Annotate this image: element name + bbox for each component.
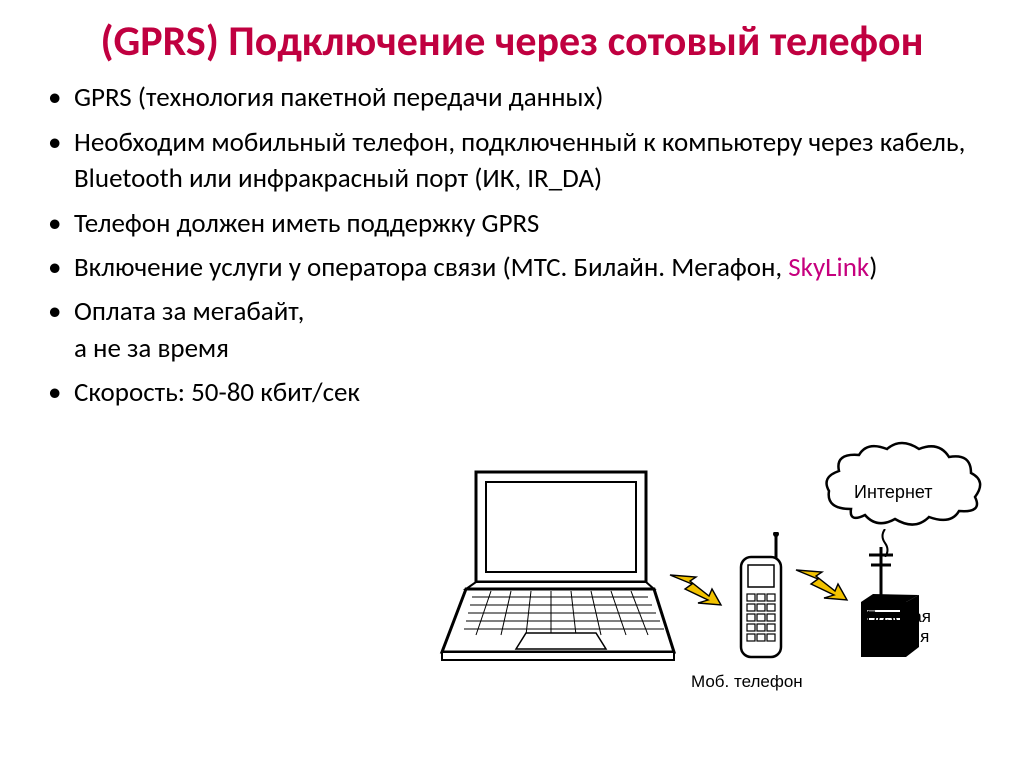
bullet-list: GPRS (технология пакетной передачи данны… — [38, 80, 986, 412]
base-station-label: Базовая станция — [866, 607, 931, 648]
bullet-text: Скорость: 50-80 кбит/сек — [74, 376, 360, 409]
bullet-item: GPRS (технология пакетной передачи данны… — [38, 80, 986, 116]
signal-bolt-icon — [794, 562, 849, 602]
skylink-link[interactable]: SkyLink — [788, 251, 869, 284]
phone-icon — [731, 532, 791, 662]
bullet-text: Телефон должен иметь поддержку GPRS — [74, 207, 539, 240]
phone-label: Моб. телефон — [691, 672, 803, 692]
bullet-text: Необходим мобильный телефон, подключенны… — [74, 126, 965, 195]
bullet-text-after: ) — [869, 251, 877, 284]
gprs-diagram: Моб. телефон Базовая станция — [436, 447, 996, 727]
signal-bolt-icon — [668, 567, 723, 607]
bullet-item: Включение услуги у оператора связи (МТС.… — [38, 250, 986, 286]
bullet-text: GPRS (технология пакетной передачи данны… — [74, 81, 603, 114]
page-title: (GPRS) Подключение через сотовый телефон — [38, 18, 986, 66]
bullet-item: Необходим мобильный телефон, подключенны… — [38, 125, 986, 198]
bullet-text: Оплата за мегабайт, а не за время — [74, 295, 304, 364]
bullet-item: Оплата за мегабайт, а не за время — [38, 294, 986, 367]
bullet-item: Телефон должен иметь поддержку GPRS — [38, 206, 986, 242]
bullet-item: Скорость: 50-80 кбит/сек — [38, 375, 986, 411]
bullet-text-before: Включение услуги у оператора связи (МТС.… — [74, 251, 788, 284]
internet-label: Интернет — [854, 482, 933, 503]
laptop-icon — [436, 467, 676, 667]
